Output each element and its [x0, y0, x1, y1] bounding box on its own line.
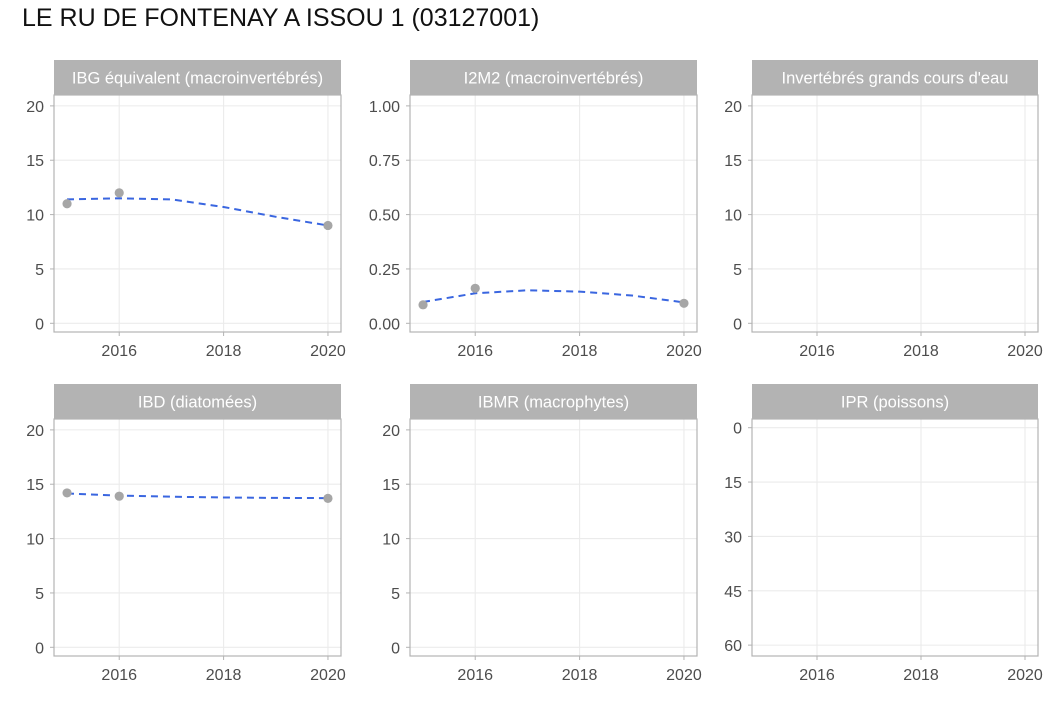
y-tick-label: 15 — [724, 153, 742, 170]
y-tick-label: 0.00 — [369, 316, 400, 333]
y-tick-label: 0.25 — [369, 262, 400, 279]
y-tick-label: 0 — [733, 421, 742, 438]
strip-background — [752, 60, 1038, 95]
panel-border — [751, 94, 1039, 333]
data-point — [679, 298, 689, 308]
strip-background — [410, 60, 697, 95]
y-tick-label: 5 — [391, 586, 400, 603]
y-tick-label: 1.00 — [369, 99, 400, 116]
x-tick-label: 2018 — [903, 343, 939, 360]
trend-line — [66, 492, 329, 500]
panel-title: IBG équivalent (macroinvertébrés) — [72, 70, 323, 88]
panel-invertebres-grands-cours-d-eau: Invertébrés grands cours d'eau0510152020… — [724, 60, 1043, 360]
y-tick-label: 30 — [724, 529, 742, 546]
data-point — [62, 488, 72, 498]
panel-title: IPR (poissons) — [841, 394, 949, 412]
y-tick-label: 15 — [382, 477, 400, 494]
panel-border — [409, 94, 698, 333]
y-tick-label: 5 — [733, 262, 742, 279]
panel-ibmr-macrophytes: IBMR (macrophytes) 0 5 10 15 20 2016 2018 2020 — [382, 384, 702, 684]
x-tick-label: 2018 — [206, 667, 242, 684]
x-tick-label: 2016 — [799, 667, 835, 684]
data-point — [114, 491, 124, 501]
panel-border — [53, 94, 342, 333]
x-tick-label: 2018 — [903, 667, 939, 684]
x-tick-label: 2018 — [562, 343, 598, 360]
y-tick-label: 20 — [724, 99, 742, 116]
trend-line — [66, 197, 329, 227]
data-point — [323, 220, 333, 231]
panel-i2m2-macroinvertebres: I2M2 (macroinvertébrés) 0.00 0.25 0.50 0.75 1… — [369, 60, 702, 360]
x-tick-label: 2016 — [101, 667, 137, 684]
panel-ipr-poissons: IPR (poissons) 0 15 30 45 60 2016 2018 2020 — [724, 384, 1043, 684]
y-tick-label: 60 — [724, 638, 742, 655]
y-tick-label: 0 — [35, 316, 44, 333]
data-point — [470, 283, 480, 293]
strip-background — [54, 60, 341, 95]
x-tick-label: 2016 — [457, 343, 493, 360]
y-tick-label: 10 — [382, 532, 400, 549]
data-point — [62, 199, 72, 209]
panel-ibd-diatomees: IBD (diatomées) 0 5 10 15 20 2016 2018 2020 — [26, 384, 346, 684]
data-point — [418, 300, 428, 310]
y-tick-label: 20 — [382, 423, 400, 440]
y-tick-label: 10 — [724, 208, 742, 225]
page-title: LE RU DE FONTENAY A ISSOU 1 (03127001) — [22, 4, 540, 32]
y-tick-label: 10 — [26, 532, 44, 549]
panel-title: I2M2 (macroinvertébrés) — [464, 70, 644, 88]
panel-title: Invertébrés grands cours d'eau — [782, 70, 1009, 88]
x-tick-label: 2020 — [310, 343, 346, 360]
x-tick-label: 2020 — [310, 667, 346, 684]
x-tick-label: 2018 — [206, 343, 242, 360]
panel-border — [751, 418, 1039, 657]
y-tick-label: 45 — [724, 584, 742, 601]
x-tick-label: 2020 — [666, 343, 702, 360]
data-point — [323, 493, 333, 503]
strip-background — [752, 384, 1038, 419]
x-tick-label: 2016 — [101, 343, 137, 360]
data-point — [114, 188, 124, 198]
y-tick-label: 0 — [35, 640, 44, 657]
panel-border — [409, 418, 698, 657]
y-tick-label: 5 — [35, 586, 44, 603]
x-tick-label: 2016 — [457, 667, 493, 684]
trend-line — [422, 289, 685, 304]
panel-ibg-equivalent-macroinvertebres: IBG équivalent (macroinvertébrés) 0 5 10 15 2… — [26, 60, 346, 360]
y-tick-label: 20 — [26, 423, 44, 440]
panel-title: IBMR (macrophytes) — [478, 394, 629, 412]
y-tick-label: 15 — [26, 477, 44, 494]
panel-title: IBD (diatomées) — [138, 394, 257, 412]
y-tick-label: 5 — [35, 262, 44, 279]
y-tick-label: 0 — [733, 316, 742, 333]
strip-background — [54, 384, 341, 419]
y-tick-label: 10 — [26, 208, 44, 225]
x-tick-label: 2018 — [562, 667, 598, 684]
x-tick-label: 2020 — [666, 667, 702, 684]
x-tick-label: 2016 — [799, 343, 835, 360]
panel-border — [53, 418, 342, 657]
strip-background — [410, 384, 697, 419]
y-tick-label: 0.75 — [369, 153, 400, 170]
y-tick-label: 20 — [26, 99, 44, 116]
x-tick-label: 2020 — [1007, 667, 1043, 684]
y-tick-label: 15 — [724, 475, 742, 492]
y-tick-label: 0 — [391, 640, 400, 657]
y-tick-label: 15 — [26, 153, 44, 170]
x-tick-label: 2020 — [1007, 343, 1043, 360]
y-tick-label: 0.50 — [369, 208, 400, 225]
